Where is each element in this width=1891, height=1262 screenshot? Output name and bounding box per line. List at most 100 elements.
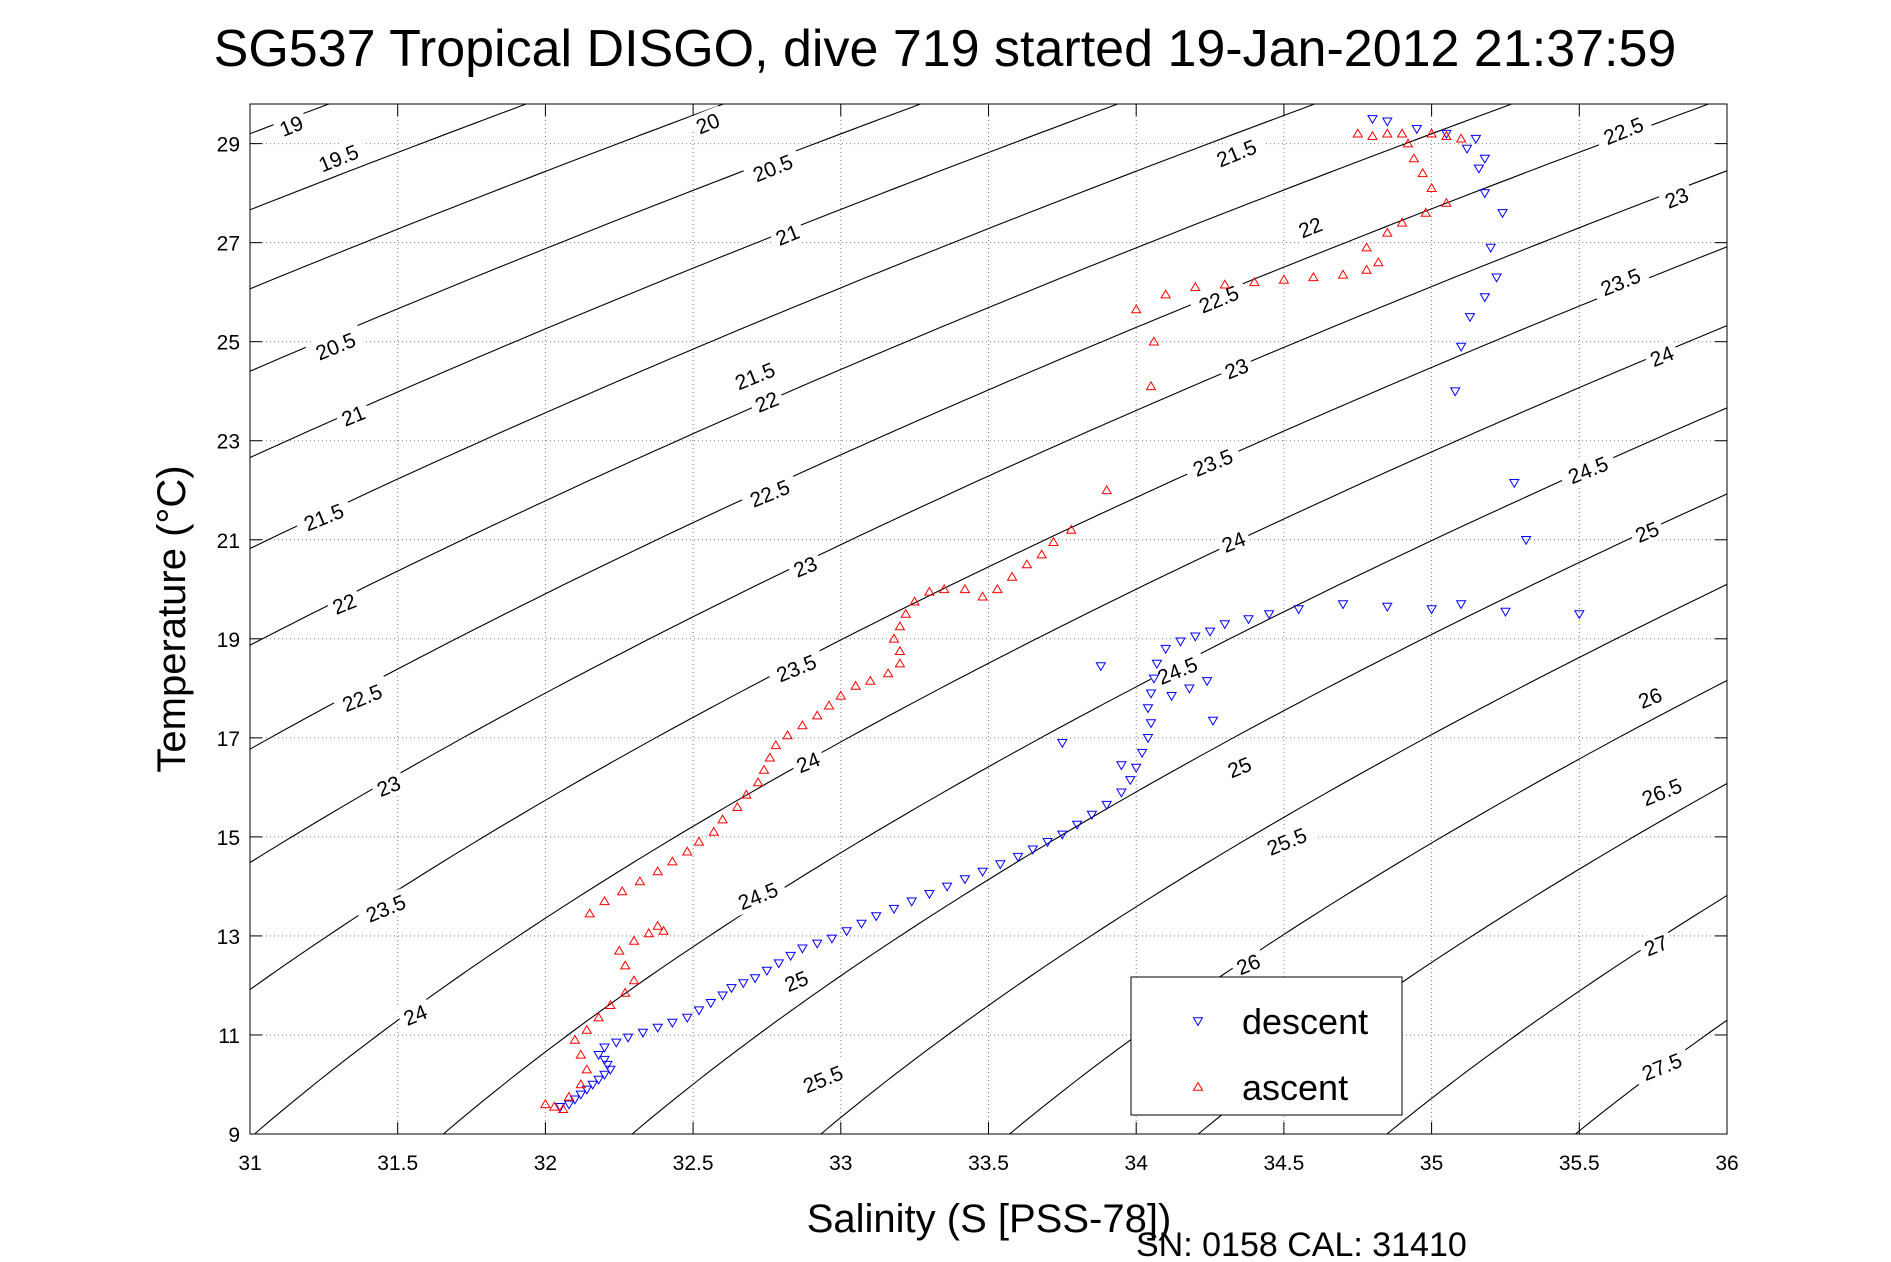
density-contour-label-bg [727, 873, 789, 917]
y-tick-label: 19 [217, 629, 240, 652]
density-contour-label-group: 22 [324, 586, 364, 621]
density-contour-label-group: 23.5 [765, 645, 827, 690]
ascent-point [1189, 281, 1201, 291]
density-contour-label: 23.5 [1190, 445, 1237, 482]
ascent-point [835, 690, 847, 700]
descent-point [1116, 788, 1127, 798]
density-contour-label-bg [1631, 1044, 1693, 1088]
ascent-point [593, 1012, 604, 1022]
density-contour-label-bg [742, 145, 803, 190]
ascent-point [652, 866, 664, 876]
ascent-point [681, 846, 693, 856]
ascent-point [1249, 276, 1260, 287]
density-contour-label-bg [395, 997, 435, 1032]
legend-label-descent: descent [1242, 1001, 1368, 1042]
density-contour-label: 22.5 [747, 476, 794, 513]
density-contour-label-group: 21 [767, 217, 807, 252]
ascent-point [1219, 279, 1231, 289]
descent-point [1337, 600, 1349, 610]
density-contour-label: 21.5 [1214, 136, 1261, 173]
ascent-point [1065, 524, 1077, 534]
density-contour-label-bg [1657, 180, 1696, 215]
density-contour-label-group: 22.5 [1188, 277, 1249, 321]
y-axis-title: Temperature (°C) [150, 465, 194, 772]
descent-point [599, 1043, 610, 1053]
descent-point [1142, 734, 1154, 744]
ascent-point [548, 1101, 560, 1111]
ascent-point [823, 700, 835, 710]
density-contour-label-group: 23 [1216, 350, 1256, 386]
ascent-point [1396, 128, 1408, 138]
density-contour-label-bg [1636, 927, 1676, 962]
descent-point [1124, 776, 1136, 786]
ascent-point [613, 945, 625, 955]
ascent-point [1426, 128, 1437, 138]
legend-box [1130, 976, 1403, 1116]
descent-point [737, 979, 749, 989]
descent-point [705, 999, 717, 1009]
descent-point [1184, 684, 1195, 694]
density-contour-label: 26.5 [1639, 774, 1686, 811]
chart-title: SG537 Tropical DISGO, dive 719 started 1… [214, 20, 1677, 78]
ascent-point [605, 999, 616, 1009]
grid-lines [250, 104, 1727, 1134]
ascent-point [1048, 536, 1059, 546]
descent-point [599, 1055, 610, 1066]
ascent-point [693, 836, 705, 846]
legend-marker-descent [1192, 1017, 1204, 1027]
density-contour-label-group: 24 [1642, 338, 1681, 373]
descent-point [587, 1080, 599, 1090]
density-contour-label-group: 26 [1630, 680, 1670, 715]
ascent-point [1455, 133, 1467, 143]
density-contour-label-bg [331, 675, 393, 719]
descent-point [605, 1065, 616, 1075]
density-contour-label-bg [333, 397, 373, 433]
descent-point [667, 1018, 678, 1028]
ascent-point [894, 645, 906, 655]
descent-point [749, 974, 761, 984]
descent-point [1508, 479, 1520, 489]
ascent-point [959, 583, 971, 594]
descent-point [1136, 748, 1148, 759]
density-contour-label: 20.5 [750, 151, 797, 188]
descent-point [1485, 243, 1497, 253]
density-contour-label: 22.5 [339, 680, 386, 717]
y-tick-label: 17 [217, 728, 240, 751]
x-tick-label: 35.5 [1559, 1152, 1600, 1175]
ascent-point [888, 633, 900, 643]
descent-point [888, 904, 900, 915]
ascent-point [1337, 269, 1349, 279]
x-tick-label: 32 [534, 1152, 557, 1175]
descent-point [994, 860, 1006, 870]
density-contour-label-group: 24 [788, 744, 828, 779]
density-contour-label: 23.5 [1598, 264, 1645, 301]
ascent-point [717, 814, 728, 824]
ascent-point [557, 1103, 569, 1113]
descent-point [637, 1028, 649, 1038]
ascent-point [1402, 138, 1414, 148]
density-contour-line [1386, 894, 1727, 1134]
descent-point [1189, 632, 1201, 642]
x-tick-label: 36 [1715, 1152, 1738, 1175]
descent-point [1293, 605, 1305, 615]
ascent-point [619, 960, 631, 970]
density-contour-label-group: 22.5 [331, 675, 393, 719]
density-contour-label-group: 23.5 [355, 886, 416, 930]
density-contour-label: 25.5 [1264, 824, 1311, 861]
density-contour-label-bg [1256, 819, 1317, 863]
x-tick-label: 34.5 [1263, 1152, 1304, 1175]
density-contour-labels: 1919.52020.52121.52222.52323.52420.52121… [271, 105, 1696, 1101]
density-contour-label-bg [1290, 209, 1330, 244]
descent-point [1479, 154, 1491, 164]
density-contour-label-bg [776, 963, 816, 998]
descent-point [1116, 761, 1127, 771]
descent-point [1461, 144, 1473, 154]
descent-point [870, 912, 882, 922]
ascent-point [1036, 549, 1048, 559]
density-contour-label-group: 23 [369, 768, 408, 803]
descent-point [1219, 620, 1231, 630]
ascent-point [575, 1079, 587, 1089]
density-contour-label: 25.5 [800, 1062, 847, 1099]
density-contour-label-bg [369, 768, 408, 803]
